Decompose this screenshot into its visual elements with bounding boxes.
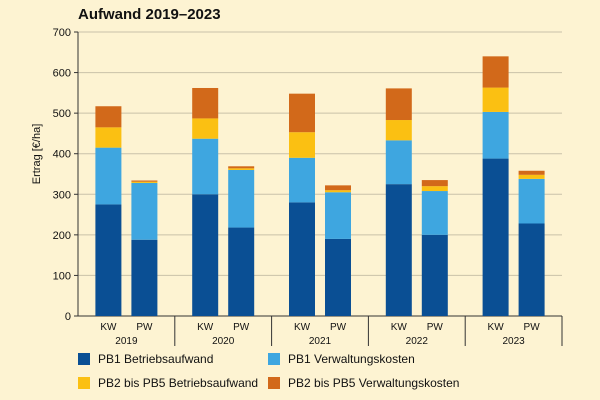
bar-segment	[95, 106, 122, 128]
x-category-label: PW	[427, 322, 444, 333]
x-category-label: KW	[294, 322, 311, 333]
bar-segment	[95, 147, 122, 205]
x-category-label: KW	[197, 322, 214, 333]
bar-segment	[95, 127, 122, 148]
legend-item-pb2-verwaltungskosten: PB2 bis PB5 Verwaltungskosten	[268, 376, 459, 390]
bar-segment	[482, 158, 509, 316]
x-category-label: KW	[100, 322, 117, 333]
bar-segment	[482, 111, 509, 159]
legend-label: PB1 Betriebsaufwand	[98, 352, 214, 366]
bar-segment	[228, 169, 255, 228]
legend-item-pb1-betriebsaufwand: PB1 Betriebsaufwand	[78, 352, 213, 366]
bar-segment	[289, 132, 315, 158]
y-tick-label: 200	[53, 230, 71, 242]
bar-segment	[385, 88, 412, 121]
bar-segment	[421, 186, 448, 192]
legend-swatch	[78, 377, 90, 389]
bar-segment	[325, 185, 351, 191]
bar-segment	[95, 204, 122, 316]
x-category-label: PW	[330, 322, 347, 333]
bar-segment	[289, 202, 315, 316]
bar-segment	[421, 180, 448, 187]
legend-label: PB2 bis PB5 Betriebsaufwand	[98, 376, 259, 390]
bar-segment	[289, 157, 315, 203]
bar-segment	[385, 184, 412, 316]
x-group-label: 2023	[502, 336, 525, 347]
x-group-label: 2019	[115, 336, 138, 347]
bar-segment	[325, 238, 351, 316]
bar-segment	[228, 168, 255, 170]
legend-swatch	[268, 353, 280, 365]
bar-segment	[325, 190, 351, 193]
bar-segment	[289, 93, 315, 133]
y-tick-label: 600	[53, 68, 71, 80]
x-category-label: PW	[524, 322, 541, 333]
legend-item-pb1-verwaltungskosten: PB1 Verwaltungskosten	[268, 352, 415, 366]
bar-segment	[131, 182, 158, 240]
y-tick-label: 100	[53, 270, 71, 282]
x-category-label: KW	[488, 322, 505, 333]
bar-segment	[131, 181, 158, 183]
plot-area	[78, 32, 562, 316]
bar-segment	[518, 223, 545, 316]
bar-segment	[421, 234, 448, 316]
chart-title: Aufwand 2019–2023	[78, 6, 221, 23]
bar-segment	[192, 138, 219, 195]
y-axis-label: Ertrag [€/ha]	[31, 124, 43, 185]
x-group-label: 2022	[406, 336, 429, 347]
x-category-label: KW	[391, 322, 408, 333]
bar-segment	[482, 56, 509, 88]
bar-segment	[325, 192, 351, 239]
bar-segment	[421, 191, 448, 235]
y-tick-label: 500	[53, 108, 71, 120]
bar-segment	[482, 87, 509, 112]
y-tick-label: 700	[53, 27, 71, 39]
bar-segment	[228, 166, 255, 169]
bar-segment	[131, 239, 158, 316]
y-tick-label: 400	[53, 149, 71, 161]
legend-label: PB1 Verwaltungskosten	[288, 352, 415, 366]
x-category-label: PW	[136, 322, 153, 333]
legend-swatch	[268, 377, 280, 389]
x-group-label: 2021	[309, 336, 332, 347]
y-tick-label: 300	[53, 189, 71, 201]
bar-segment	[131, 180, 158, 182]
bar-segment	[228, 227, 255, 316]
legend-swatch	[78, 353, 90, 365]
legend-item-pb2-betriebsaufwand: PB2 bis PB5 Betriebsaufwand	[78, 376, 258, 390]
x-category-label: PW	[233, 322, 250, 333]
bar-segment	[518, 174, 545, 179]
bar-segment	[385, 120, 412, 141]
bar-segment	[518, 170, 545, 175]
bar-segment	[192, 118, 219, 139]
bar-segment	[192, 87, 219, 119]
x-group-label: 2020	[212, 336, 235, 347]
bar-segment	[385, 140, 412, 185]
bar-segment	[192, 194, 219, 316]
legend-label: PB2 bis PB5 Verwaltungskosten	[288, 376, 460, 390]
bar-segment	[518, 178, 545, 224]
y-tick-label: 0	[65, 311, 71, 323]
